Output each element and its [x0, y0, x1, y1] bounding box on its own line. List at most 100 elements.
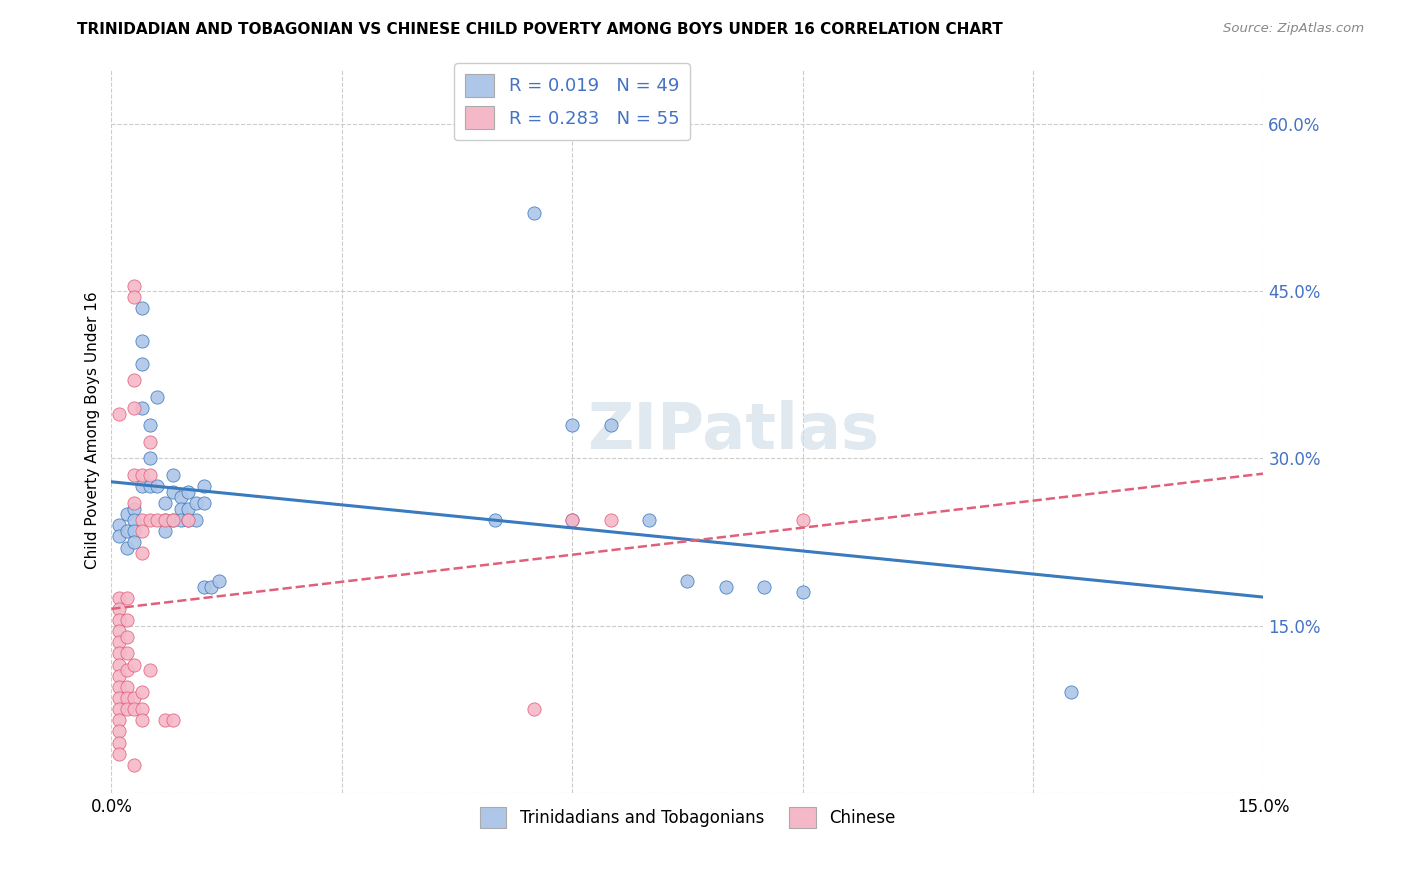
Point	[139, 451, 162, 466]
Point	[638, 513, 661, 527]
Point	[162, 484, 184, 499]
Point	[177, 501, 200, 516]
Point	[146, 479, 169, 493]
Text: ZIPatlas: ZIPatlas	[588, 400, 879, 461]
Point	[153, 524, 176, 538]
Point	[599, 417, 621, 432]
Point	[124, 757, 146, 772]
Point	[131, 702, 153, 716]
Point	[108, 668, 131, 682]
Point	[124, 374, 146, 388]
Point	[754, 580, 776, 594]
Point	[115, 524, 138, 538]
Point	[108, 724, 131, 739]
Point	[1060, 685, 1083, 699]
Point	[124, 524, 146, 538]
Point	[523, 702, 546, 716]
Point	[108, 518, 131, 533]
Point	[108, 747, 131, 761]
Point	[124, 690, 146, 705]
Point	[153, 513, 176, 527]
Point	[108, 591, 131, 605]
Point	[124, 657, 146, 672]
Point	[108, 529, 131, 543]
Point	[108, 657, 131, 672]
Point	[131, 685, 153, 699]
Point	[108, 702, 131, 716]
Point	[115, 647, 138, 661]
Point	[108, 624, 131, 639]
Point	[108, 602, 131, 616]
Point	[184, 496, 207, 510]
Point	[131, 479, 153, 493]
Point	[200, 580, 222, 594]
Point	[131, 357, 153, 371]
Point	[169, 491, 191, 505]
Point	[561, 417, 583, 432]
Point	[131, 334, 153, 349]
Point	[153, 713, 176, 727]
Point	[124, 468, 146, 483]
Point	[153, 496, 176, 510]
Point	[676, 574, 699, 588]
Point	[131, 401, 153, 416]
Text: Source: ZipAtlas.com: Source: ZipAtlas.com	[1223, 22, 1364, 36]
Point	[131, 713, 153, 727]
Point	[177, 484, 200, 499]
Point	[108, 690, 131, 705]
Point	[139, 417, 162, 432]
Point	[162, 468, 184, 483]
Point	[153, 513, 176, 527]
Point	[124, 290, 146, 304]
Point	[139, 513, 162, 527]
Point	[124, 702, 146, 716]
Point	[124, 513, 146, 527]
Point	[115, 630, 138, 644]
Point	[193, 496, 215, 510]
Point	[146, 513, 169, 527]
Point	[108, 735, 131, 749]
Y-axis label: Child Poverty Among Boys Under 16: Child Poverty Among Boys Under 16	[86, 292, 100, 569]
Point	[115, 663, 138, 677]
Point	[139, 663, 162, 677]
Point	[523, 206, 546, 220]
Point	[108, 713, 131, 727]
Point	[169, 501, 191, 516]
Point	[108, 647, 131, 661]
Point	[162, 513, 184, 527]
Point	[714, 580, 737, 594]
Point	[115, 507, 138, 521]
Point	[124, 278, 146, 293]
Point	[124, 401, 146, 416]
Point	[162, 713, 184, 727]
Point	[131, 524, 153, 538]
Point	[193, 580, 215, 594]
Point	[115, 613, 138, 627]
Point	[139, 434, 162, 449]
Point	[115, 591, 138, 605]
Point	[169, 513, 191, 527]
Point	[131, 468, 153, 483]
Point	[108, 613, 131, 627]
Point	[146, 390, 169, 404]
Point	[193, 479, 215, 493]
Legend: Trinidadians and Tobagonians, Chinese: Trinidadians and Tobagonians, Chinese	[472, 800, 901, 835]
Point	[139, 468, 162, 483]
Point	[131, 546, 153, 560]
Point	[792, 513, 814, 527]
Point	[115, 541, 138, 555]
Point	[108, 635, 131, 649]
Point	[162, 513, 184, 527]
Point	[177, 513, 200, 527]
Point	[115, 680, 138, 694]
Point	[115, 702, 138, 716]
Point	[208, 574, 231, 588]
Point	[131, 513, 153, 527]
Point	[139, 479, 162, 493]
Point	[124, 496, 146, 510]
Point	[108, 680, 131, 694]
Point	[792, 585, 814, 599]
Point	[561, 513, 583, 527]
Point	[177, 513, 200, 527]
Point	[131, 301, 153, 315]
